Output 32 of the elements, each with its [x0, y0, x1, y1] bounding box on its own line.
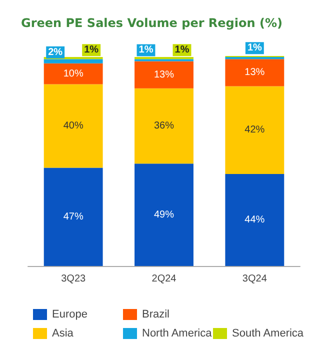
data-label: 49% [154, 209, 174, 220]
bar [225, 174, 284, 266]
data-label: 40% [63, 120, 84, 132]
data-label: 2% [48, 46, 63, 58]
bar [225, 59, 284, 86]
data-label: 1% [174, 44, 190, 56]
legend-label: Asia [52, 328, 74, 340]
data-label: 36% [154, 120, 174, 132]
bar [134, 61, 194, 88]
bar [44, 168, 103, 266]
bar [134, 88, 194, 164]
data-label: 10% [63, 68, 84, 80]
data-label: 1% [138, 44, 154, 56]
data-label: 13% [244, 67, 265, 78]
bar [44, 84, 103, 168]
chart-title: Green PE Sales Volume per Region (%) [21, 16, 282, 30]
bar [225, 86, 284, 174]
data-label: 42% [244, 124, 265, 136]
data-label: 1% [247, 42, 262, 54]
x-tick-label: 3Q24 [242, 274, 268, 284]
x-tick-label: 3Q23 [61, 274, 86, 284]
legend-label: South America [232, 328, 304, 340]
data-label: 47% [63, 211, 84, 222]
bar [134, 164, 194, 266]
legend-label: Europe [52, 308, 88, 320]
data-label: 44% [244, 214, 265, 226]
data-label: 1% [84, 44, 99, 56]
legend-label: North America [142, 328, 213, 340]
legend-label: Brazil [142, 308, 170, 320]
bar [44, 63, 103, 84]
x-tick-label: 2Q24 [152, 274, 177, 284]
data-label: 13% [154, 69, 174, 80]
